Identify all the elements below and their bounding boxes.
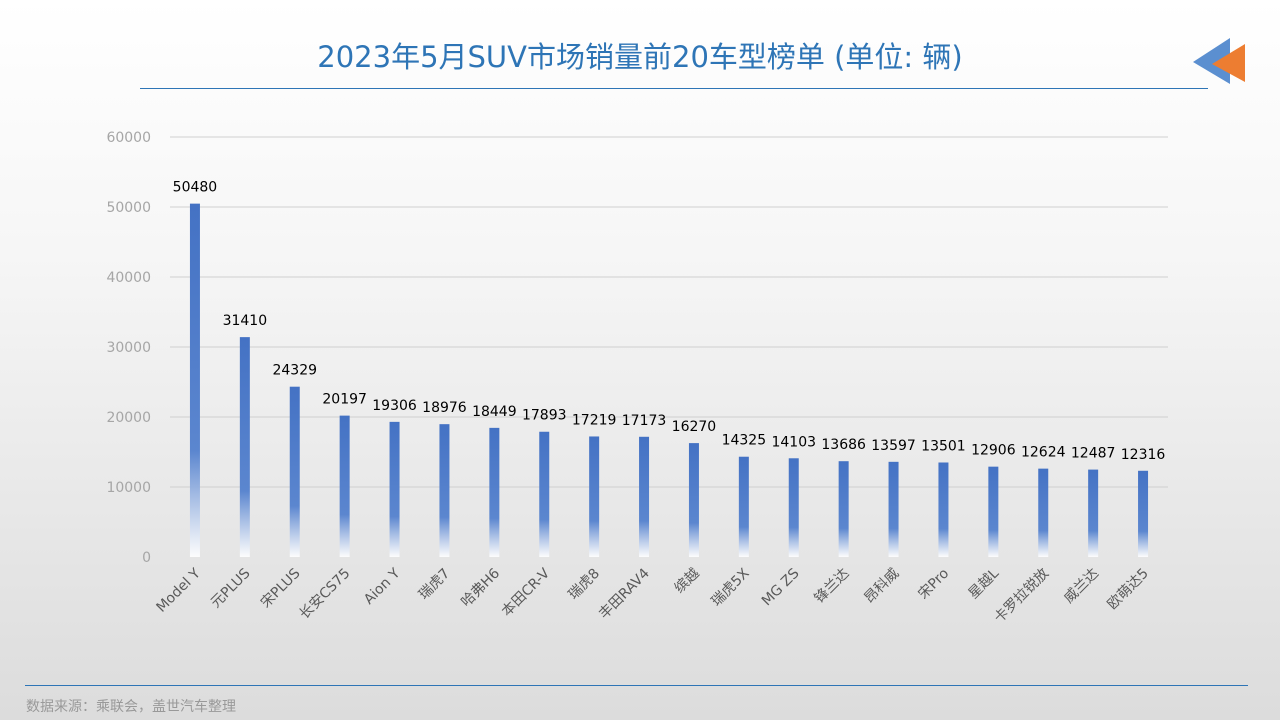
data-label: 13686 (821, 437, 866, 453)
x-tick-label: 本田CR-V (499, 565, 554, 620)
data-label: 17219 (572, 412, 617, 428)
bar (289, 386, 300, 557)
data-label: 17173 (622, 413, 667, 429)
bar (439, 424, 450, 557)
y-tick-label: 10000 (106, 480, 151, 496)
data-label: 24329 (272, 363, 317, 379)
title-divider (140, 88, 1208, 89)
y-tick-label: 50000 (106, 200, 151, 216)
arrow-orange-icon (1212, 44, 1245, 82)
bar (339, 415, 350, 557)
data-label: 31410 (223, 313, 268, 329)
bar (589, 436, 600, 557)
x-tick-label: 瑞虎5X (708, 565, 752, 609)
x-tick-label: 欧萌达5 (1105, 566, 1152, 613)
x-tick-label: 卡罗拉锐放 (991, 566, 1052, 627)
data-label: 20197 (322, 392, 367, 408)
bar (489, 427, 500, 557)
bar (838, 461, 849, 557)
x-tick-label: 昂科威 (861, 566, 902, 607)
data-label: 13597 (871, 438, 916, 454)
data-label: 16270 (672, 419, 717, 435)
x-tick-label: 锋兰达 (811, 566, 852, 607)
y-tick-label: 40000 (106, 270, 151, 286)
x-tick-label: Model Y (154, 565, 205, 616)
x-tick-label: 宋PLUS (258, 565, 304, 611)
x-tick-label: 瑞虎7 (416, 566, 453, 603)
bar (389, 421, 400, 557)
data-label: 18449 (472, 404, 517, 420)
bar (1088, 469, 1099, 557)
data-label: 50480 (173, 180, 218, 196)
bar (688, 443, 699, 557)
data-label: 18976 (422, 400, 467, 416)
x-tick-label: 哈弗H6 (458, 565, 503, 610)
x-tick-label: 长安CS75 (297, 566, 354, 623)
x-tick-label: 缤越 (672, 566, 703, 597)
chart-title: 2023年5月SUV市场销量前20车型榜单 (单位: 辆) (317, 40, 963, 74)
data-label: 12487 (1071, 446, 1116, 462)
bar (539, 431, 550, 557)
bar (639, 436, 650, 557)
source-note: 数据来源：乘联会，盖世汽车整理 (26, 699, 236, 715)
data-label: 12316 (1121, 447, 1166, 463)
x-tick-label: 瑞虎8 (566, 566, 603, 603)
bar (938, 462, 949, 557)
bar (239, 337, 250, 557)
x-tick-label: 宋Pro (915, 566, 952, 603)
data-label: 14325 (722, 433, 767, 449)
footer-divider (25, 685, 1248, 686)
bar (1038, 468, 1049, 557)
bar (888, 461, 899, 557)
x-tick-label: Aion Y (361, 565, 404, 608)
x-tick-label: 丰田RAV4 (596, 565, 653, 622)
y-tick-label: 60000 (106, 130, 151, 146)
data-label: 19306 (372, 398, 417, 414)
x-tick-label: 威兰达 (1061, 566, 1102, 607)
data-label: 17893 (522, 408, 567, 424)
bar (988, 466, 999, 557)
y-tick-label: 30000 (106, 340, 151, 356)
bar (1138, 470, 1149, 557)
bar (738, 456, 749, 557)
arrow-blue-icon (1193, 38, 1230, 84)
bar (189, 203, 200, 557)
x-tick-label: 星越L (966, 565, 1003, 602)
x-tick-label: 元PLUS (208, 565, 254, 611)
data-label: 14103 (771, 434, 816, 450)
data-label: 12624 (1021, 445, 1066, 461)
y-tick-label: 20000 (106, 410, 151, 426)
y-tick-label: 0 (142, 550, 151, 566)
data-label: 13501 (921, 438, 966, 454)
data-label: 12906 (971, 443, 1016, 459)
x-tick-label: MG ZS (759, 565, 803, 609)
bar (788, 458, 799, 557)
